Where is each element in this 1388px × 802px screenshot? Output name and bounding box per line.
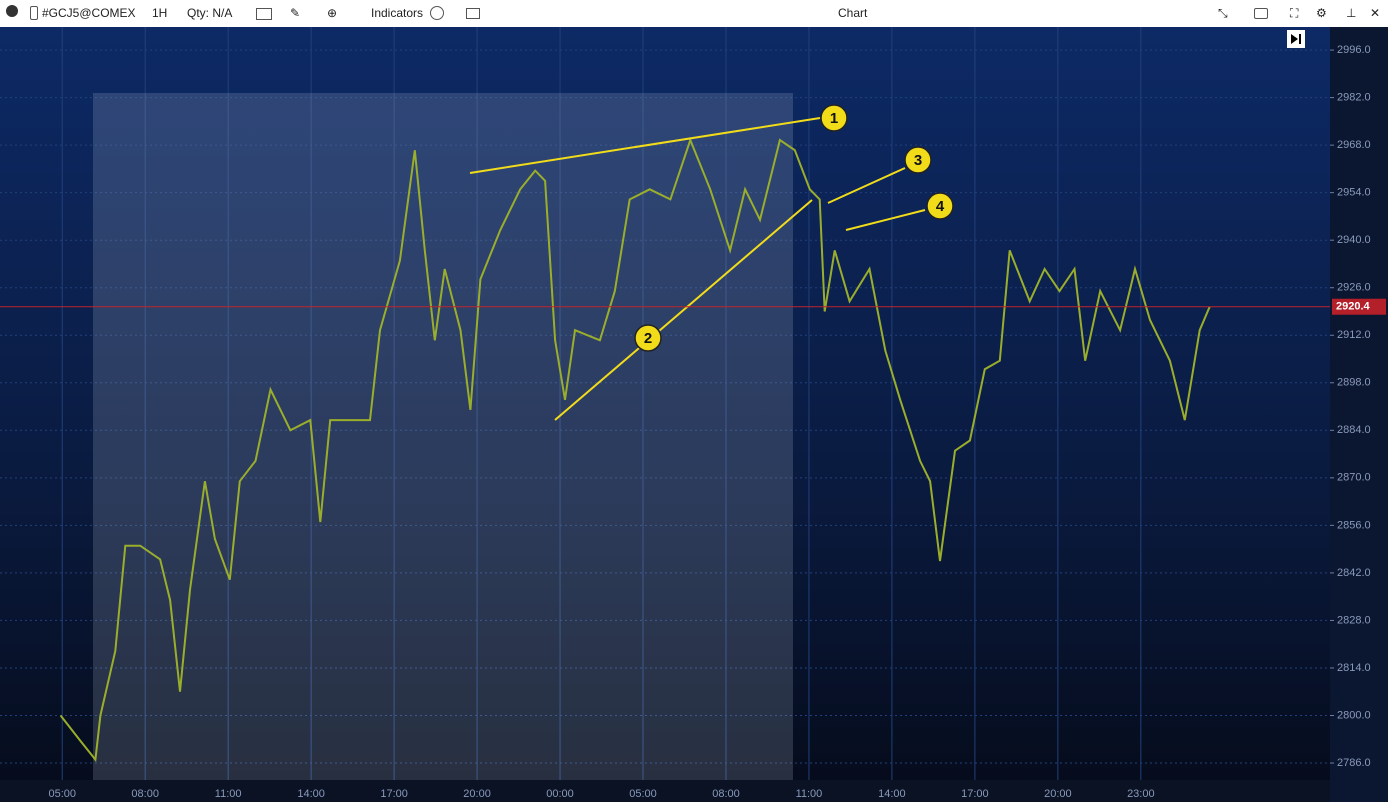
- x-tick-label: 08:00: [712, 788, 740, 800]
- icon: [1291, 34, 1301, 44]
- plot-bg: [0, 27, 1330, 802]
- icon[interactable]: ⚙: [1316, 6, 1327, 20]
- annotation-circle: [634, 324, 662, 352]
- y-tick-label: 2954.0: [1337, 187, 1371, 199]
- annotation-label: 1: [830, 110, 838, 127]
- x-tick-label: 05:00: [629, 788, 657, 800]
- indicators[interactable]: Indicators: [371, 6, 424, 20]
- x-tick-label: 11:00: [796, 788, 823, 800]
- x-tick-label: 17:00: [380, 788, 408, 800]
- annotation-circle: [926, 192, 954, 220]
- x-tick-label: 08:00: [131, 788, 159, 800]
- y-tick-label: 2982.0: [1337, 92, 1371, 104]
- toolbar: #GCJ5@COMEX 1H Qty: N/A ✎ ⊕ Indicators C…: [0, 0, 1388, 27]
- y-tick-label: 2870.0: [1337, 472, 1371, 484]
- icon[interactable]: [430, 6, 444, 20]
- logo: [6, 5, 18, 17]
- y-tick-label: 2926.0: [1337, 282, 1371, 294]
- x-tick-label: 00:00: [546, 788, 574, 800]
- icon[interactable]: [1254, 8, 1268, 19]
- annotation-circle: [904, 146, 932, 174]
- icon[interactable]: ⤡: [1218, 6, 1228, 20]
- annotation-label: 3: [914, 152, 922, 169]
- axis-bg: [1330, 27, 1388, 802]
- chart: 1 2 3 4 2786.0 2800.0 2814.0 2828.0 2842.0 2856.…: [0, 27, 1388, 802]
- icon[interactable]: ⛶: [1290, 6, 1299, 20]
- last-price-label: 2920.4: [1336, 301, 1371, 313]
- x-tick-label: 20:00: [463, 788, 491, 800]
- y-tick-label: 2940.0: [1337, 234, 1371, 246]
- y-tick-label: 2814.0: [1337, 662, 1371, 674]
- icon[interactable]: [466, 8, 480, 19]
- x-tick-label: 11:00: [215, 788, 242, 800]
- x-tick-label: 14:00: [297, 788, 325, 800]
- x-tick-label: 23:00: [1127, 788, 1155, 800]
- icon[interactable]: ⊥: [1346, 6, 1357, 20]
- last-price-tag: [1332, 298, 1386, 315]
- annotation-label: 4: [936, 198, 945, 215]
- x-tick-label: 20:00: [1044, 788, 1072, 800]
- annotation-lines: [469, 117, 926, 421]
- y-tick-label: 2786.0: [1337, 757, 1371, 769]
- y-tick-label: 2912.0: [1337, 329, 1371, 341]
- y-tick-label: 2856.0: [1337, 519, 1371, 531]
- y-tick-label: 2842.0: [1337, 567, 1371, 579]
- y-tick-label: 2884.0: [1337, 424, 1371, 436]
- icon[interactable]: ✎: [290, 6, 301, 20]
- x-tick-label: 17:00: [961, 788, 989, 800]
- y-tick-label: 2828.0: [1337, 614, 1371, 626]
- y-tick-label: 2968.0: [1337, 139, 1371, 151]
- profile-region: [93, 93, 793, 780]
- icon[interactable]: ✕: [1370, 6, 1381, 20]
- y-tick-label: 2898.0: [1337, 377, 1371, 389]
- x-tick-label: 05:00: [48, 788, 76, 800]
- y-tick-label: 2800.0: [1337, 709, 1371, 721]
- title: Chart: [838, 6, 868, 20]
- annotation-label: 2: [644, 330, 652, 347]
- x-tick-label: 14:00: [878, 788, 906, 800]
- icon: [30, 6, 38, 20]
- symbol[interactable]: #GCJ5@COMEX: [42, 6, 136, 20]
- annotation-circle: [820, 104, 848, 132]
- price-line: [59, 137, 1211, 763]
- y-tick-label: 2996.0: [1337, 44, 1371, 56]
- qty[interactable]: Qty: N/A: [187, 6, 233, 20]
- icon[interactable]: ⊕: [327, 6, 338, 20]
- interval[interactable]: 1H: [152, 6, 168, 20]
- icon[interactable]: [256, 8, 272, 20]
- x-axis-bg: [0, 780, 1330, 802]
